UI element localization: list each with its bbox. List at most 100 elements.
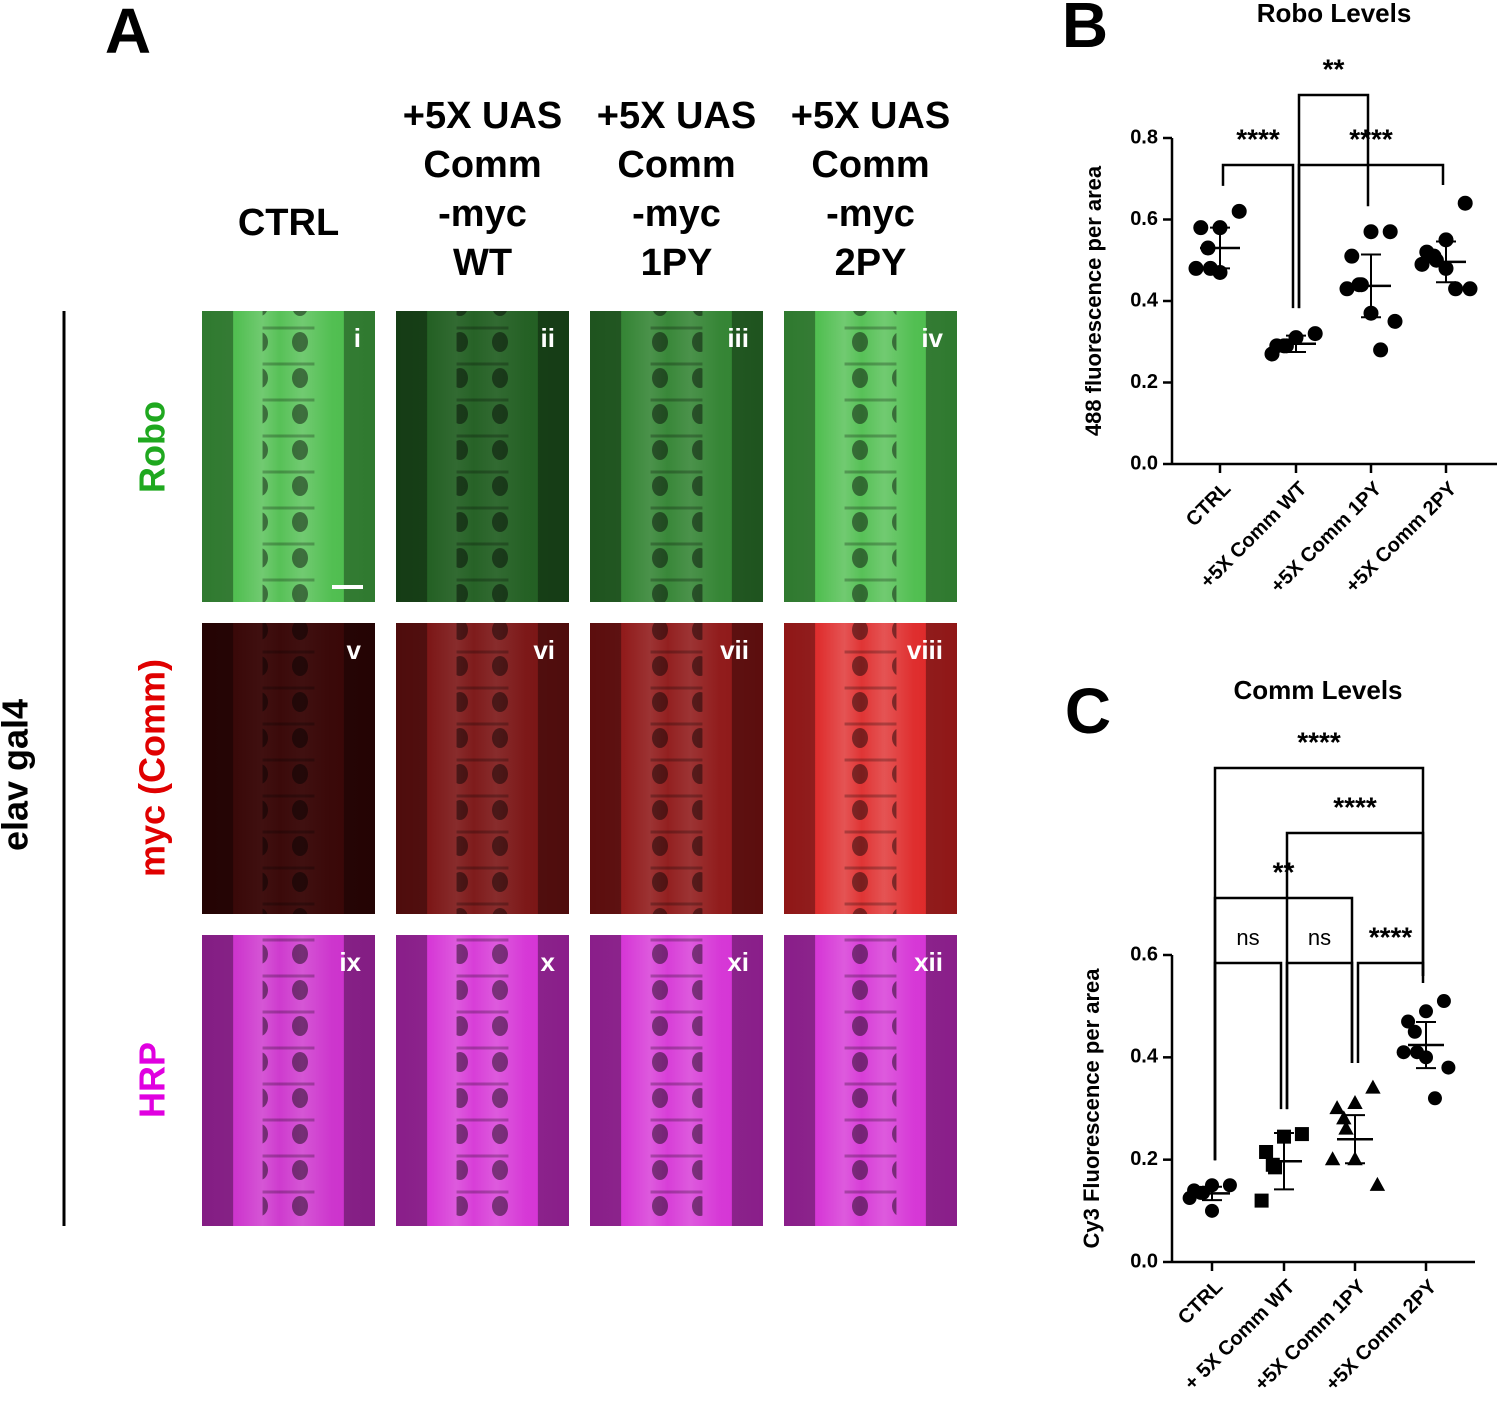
micrograph-segments bbox=[650, 935, 703, 1226]
data-point bbox=[1365, 1079, 1381, 1094]
micrograph-edge bbox=[784, 623, 816, 914]
micrograph-edge bbox=[590, 623, 622, 914]
micrograph-edge bbox=[537, 623, 569, 914]
micrograph-segments bbox=[456, 935, 509, 1226]
micrograph-segments bbox=[844, 623, 897, 914]
data-point bbox=[1188, 260, 1204, 276]
data-point bbox=[1396, 1045, 1411, 1060]
panel-sublabel: viii bbox=[907, 635, 943, 665]
column-header: Comm bbox=[423, 144, 541, 186]
row-label: myc (Comm) bbox=[132, 659, 173, 877]
y-tick-label: 0.4 bbox=[1130, 1046, 1159, 1068]
significance-bracket bbox=[1213, 961, 1283, 1161]
panel-sublabel: xi bbox=[727, 947, 749, 977]
data-point bbox=[1427, 1091, 1442, 1106]
panel-sublabel: ii bbox=[541, 323, 555, 353]
column-header: Comm bbox=[811, 144, 929, 186]
column-header: Comm bbox=[617, 144, 735, 186]
micrograph-segments bbox=[844, 935, 897, 1226]
micrograph-segments bbox=[456, 623, 509, 914]
data-point bbox=[1222, 1178, 1237, 1193]
data-point bbox=[1462, 281, 1478, 297]
data-point bbox=[1373, 342, 1389, 358]
micrograph-edge bbox=[784, 311, 816, 602]
y-tick-label: 0.2 bbox=[1130, 371, 1158, 393]
data-point bbox=[1336, 1110, 1352, 1125]
significance-label: **** bbox=[1297, 726, 1341, 757]
panel-sublabel: vii bbox=[720, 635, 749, 665]
data-point bbox=[1387, 313, 1403, 329]
micrograph-edge bbox=[731, 623, 763, 914]
data-point bbox=[1414, 256, 1430, 272]
data-point bbox=[1307, 326, 1323, 342]
y-axis-label: Cy3 Fluorescence per area bbox=[1079, 968, 1104, 1249]
significance-label: ns bbox=[1308, 925, 1331, 950]
micrograph-edge bbox=[925, 623, 957, 914]
data-point bbox=[1338, 1120, 1354, 1135]
micrograph-edge bbox=[202, 311, 234, 602]
data-point bbox=[1436, 994, 1451, 1009]
column-header: -myc bbox=[632, 193, 721, 235]
micrograph-segments bbox=[650, 311, 703, 602]
data-point bbox=[1344, 248, 1360, 264]
micrograph-edge bbox=[202, 935, 234, 1226]
micrograph-edge bbox=[202, 623, 234, 914]
panel-sublabel: i bbox=[354, 323, 361, 353]
significance-label: **** bbox=[1369, 921, 1413, 952]
data-point bbox=[1401, 1014, 1416, 1029]
data-point bbox=[1205, 1203, 1219, 1218]
column-header: 2PY bbox=[835, 242, 907, 284]
panel-letter: C bbox=[1065, 675, 1111, 747]
significance-label: **** bbox=[1349, 123, 1393, 154]
chart-title: Robo Levels bbox=[1257, 0, 1412, 28]
y-tick-label: 0.6 bbox=[1130, 208, 1158, 230]
column-header: -myc bbox=[438, 193, 527, 235]
y-tick-label: 0.6 bbox=[1130, 943, 1158, 965]
data-point bbox=[1457, 195, 1473, 211]
x-tick-label: CTRL bbox=[1182, 478, 1235, 531]
significance-bracket bbox=[1297, 93, 1370, 309]
panel-letter: B bbox=[1062, 0, 1108, 61]
significance-label: ** bbox=[1273, 856, 1295, 887]
x-tick-label: CTRL bbox=[1174, 1276, 1227, 1329]
micrograph-edge bbox=[537, 311, 569, 602]
micrograph-edge bbox=[343, 623, 375, 914]
micrograph-edge bbox=[925, 311, 957, 602]
data-point bbox=[1231, 203, 1247, 219]
significance-label: ns bbox=[1236, 925, 1259, 950]
column-header: WT bbox=[453, 242, 512, 284]
y-tick-label: 0.4 bbox=[1130, 289, 1159, 311]
panel-sublabel: iv bbox=[921, 323, 943, 353]
panel-sublabel: vi bbox=[533, 635, 555, 665]
column-header: +5X UAS bbox=[597, 95, 756, 137]
significance-label: **** bbox=[1236, 123, 1280, 154]
data-point bbox=[1382, 224, 1398, 240]
data-point bbox=[1264, 346, 1280, 362]
micrograph-segments bbox=[650, 623, 703, 914]
chart-title: Comm Levels bbox=[1233, 675, 1402, 705]
panel-sublabel: v bbox=[347, 635, 362, 665]
micrograph-edge bbox=[396, 935, 428, 1226]
data-point bbox=[1448, 281, 1464, 297]
data-point bbox=[1407, 1024, 1422, 1039]
micrograph-segments bbox=[262, 311, 315, 602]
data-point bbox=[1347, 1094, 1363, 1109]
micrograph-edge bbox=[343, 311, 375, 602]
micrograph-edge bbox=[590, 311, 622, 602]
data-point bbox=[1182, 1191, 1197, 1206]
significance-bracket bbox=[1285, 961, 1354, 1110]
data-point bbox=[1193, 220, 1209, 236]
data-point bbox=[1438, 232, 1454, 248]
y-tick-label: 0.8 bbox=[1130, 126, 1158, 148]
y-axis-label: 488 fluorescence per area bbox=[1081, 165, 1106, 436]
micrograph-segments bbox=[262, 935, 315, 1226]
micrograph-segments bbox=[844, 311, 897, 602]
data-point bbox=[1268, 1160, 1283, 1175]
data-point bbox=[1363, 224, 1379, 240]
panel-sublabel: ix bbox=[339, 947, 361, 977]
y-tick-label: 0.0 bbox=[1130, 452, 1158, 474]
column-header: +5X UAS bbox=[403, 95, 562, 137]
data-point bbox=[1369, 1176, 1386, 1191]
micrograph-edge bbox=[925, 935, 957, 1226]
